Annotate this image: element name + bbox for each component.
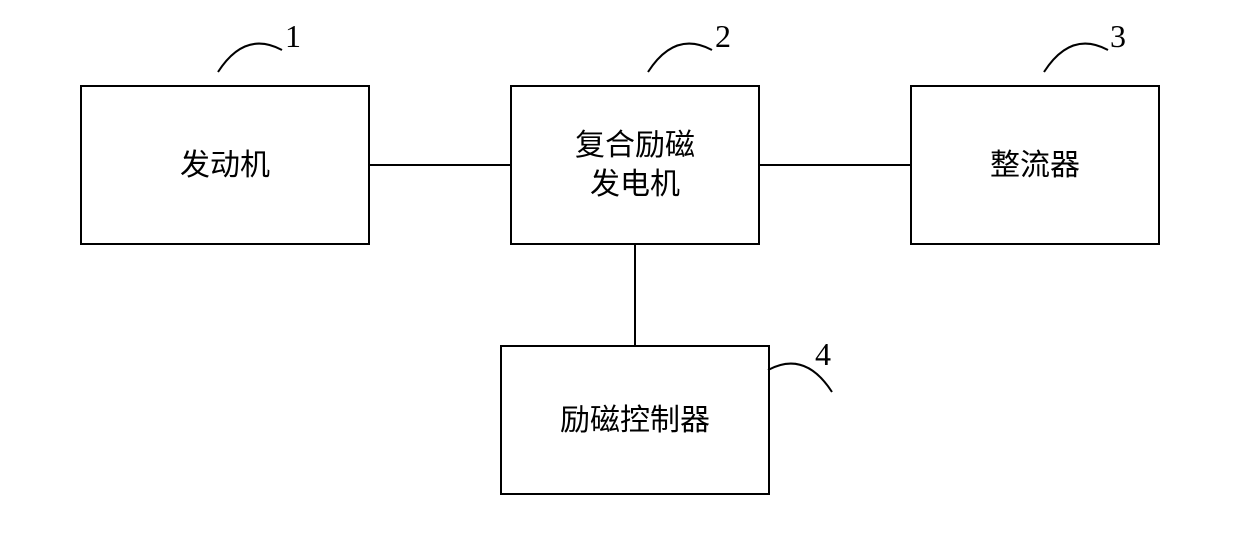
label-number-3: 3 [1110, 18, 1126, 55]
label-number-2: 2 [715, 18, 731, 55]
node-generator: 复合励磁 发电机 [510, 85, 760, 245]
label-number-1: 1 [285, 18, 301, 55]
node-controller: 励磁控制器 [500, 345, 770, 495]
connector-generator-rectifier [760, 164, 910, 166]
connector-engine-generator [370, 164, 510, 166]
node-rectifier-label: 整流器 [990, 146, 1080, 185]
node-generator-label-2: 发电机 [590, 165, 680, 204]
connector-generator-controller [634, 245, 636, 345]
node-rectifier: 整流器 [910, 85, 1160, 245]
label-number-4: 4 [815, 336, 831, 373]
node-controller-label: 励磁控制器 [560, 401, 710, 440]
node-generator-label-1: 复合励磁 [575, 126, 695, 165]
node-engine: 发动机 [80, 85, 370, 245]
label-arc-4 [750, 330, 850, 420]
node-engine-label: 发动机 [180, 146, 270, 185]
